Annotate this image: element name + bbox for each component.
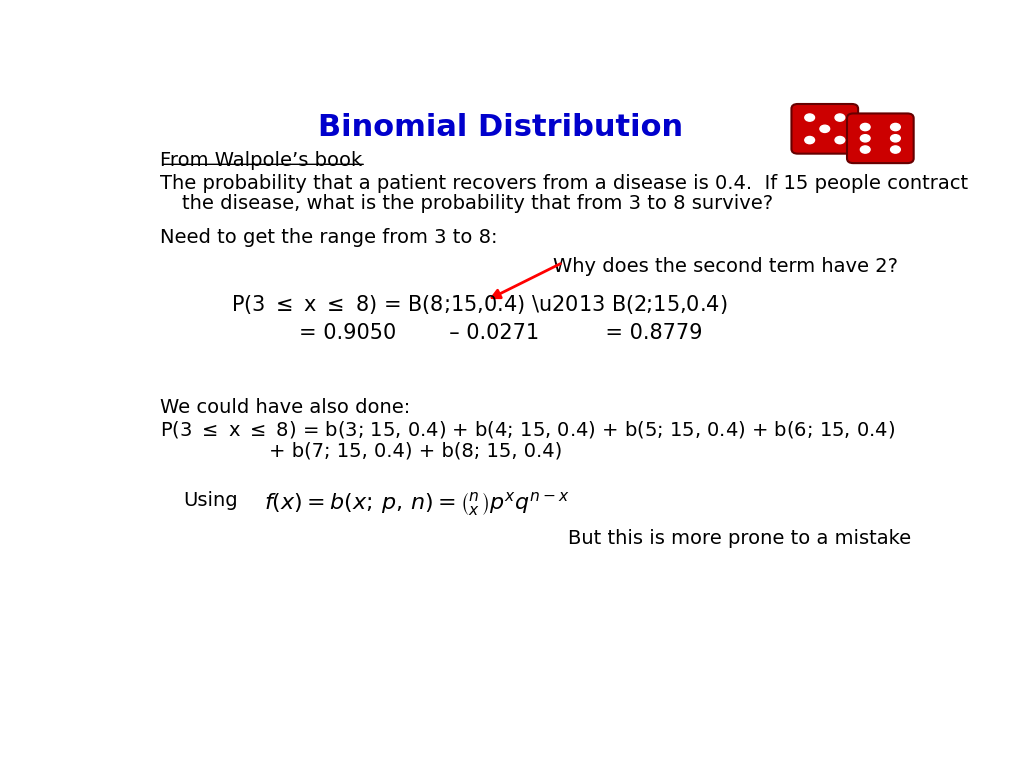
Text: Binomial Distribution: Binomial Distribution (318, 113, 684, 142)
Text: the disease, what is the probability that from 3 to 8 survive?: the disease, what is the probability tha… (182, 194, 773, 213)
Text: P(3 $\leq$ x $\leq$ 8) = B(8;15,0.4) \u2013 B(2;15,0.4): P(3 $\leq$ x $\leq$ 8) = B(8;15,0.4) \u2… (231, 293, 728, 316)
Text: $f(x) = b(x;\,p,\,n) = \binom{n}{x} p^x q^{n-x}$: $f(x) = b(x;\,p,\,n) = \binom{n}{x} p^x … (264, 489, 570, 517)
FancyBboxPatch shape (792, 104, 858, 154)
Circle shape (835, 114, 845, 121)
Circle shape (860, 124, 870, 131)
Circle shape (891, 146, 900, 153)
Circle shape (805, 137, 814, 144)
FancyBboxPatch shape (847, 114, 913, 163)
Circle shape (820, 125, 829, 132)
Circle shape (891, 134, 900, 142)
Text: P(3 $\leq$ x $\leq$ 8) = b(3; 15, 0.4) + b(4; 15, 0.4) + b(5; 15, 0.4) + b(6; 15: P(3 $\leq$ x $\leq$ 8) = b(3; 15, 0.4) +… (160, 419, 895, 440)
Circle shape (835, 137, 845, 144)
Text: Why does the second term have 2?: Why does the second term have 2? (553, 257, 898, 276)
Text: Need to get the range from 3 to 8:: Need to get the range from 3 to 8: (160, 228, 498, 247)
Text: Using: Using (183, 492, 239, 510)
Circle shape (805, 114, 814, 121)
Text: From Walpole’s book: From Walpole’s book (160, 151, 362, 170)
Circle shape (891, 124, 900, 131)
Text: But this is more prone to a mistake: But this is more prone to a mistake (568, 528, 911, 548)
Text: We could have also done:: We could have also done: (160, 399, 410, 418)
Text: The probability that a patient recovers from a disease is 0.4.  If 15 people con: The probability that a patient recovers … (160, 174, 968, 193)
Circle shape (860, 134, 870, 142)
Text: + b(7; 15, 0.4) + b(8; 15, 0.4): + b(7; 15, 0.4) + b(8; 15, 0.4) (269, 441, 562, 460)
Text: = 0.9050        – 0.0271          = 0.8779: = 0.9050 – 0.0271 = 0.8779 (299, 323, 702, 343)
Circle shape (860, 146, 870, 153)
